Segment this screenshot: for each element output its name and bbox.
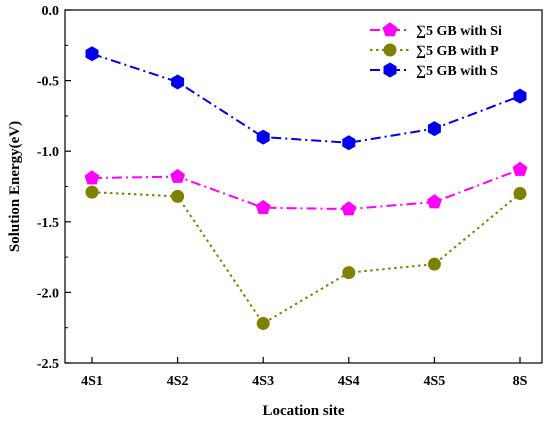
data-point <box>255 199 271 214</box>
data-point <box>171 74 185 90</box>
data-point <box>342 135 356 151</box>
x-tick-label: 4S5 <box>424 374 446 389</box>
x-tick-label: 4S4 <box>338 374 360 389</box>
y-axis-title: Solution Energy(eV) <box>7 121 23 252</box>
series-line <box>91 52 521 144</box>
legend-label: ∑5 GB with P <box>416 44 499 59</box>
data-point <box>342 266 356 280</box>
data-point <box>426 194 442 209</box>
data-point <box>341 201 357 216</box>
series-line <box>91 168 521 211</box>
x-tick-label: 4S3 <box>252 374 274 389</box>
y-tick-label: -1.0 <box>37 145 59 160</box>
x-axis: 4S1 4S2 4S3 4S4 4S5 8S <box>81 357 528 389</box>
data-point <box>513 187 527 201</box>
y-axis: 0.0 -0.5 -1.0 -1.5 -2.0 -2.5 <box>37 4 71 372</box>
y-tick-label: -0.5 <box>37 75 59 90</box>
data-point <box>256 129 270 145</box>
data-point <box>85 185 99 199</box>
data-point <box>427 121 441 137</box>
series <box>84 161 528 216</box>
y-tick-label: -2.0 <box>37 286 59 301</box>
legend-label: ∑5 GB with Si <box>416 24 502 39</box>
series-layer <box>84 46 528 330</box>
y-tick-label: 0.0 <box>42 4 60 19</box>
data-point <box>512 161 528 176</box>
plot-frame <box>64 9 543 364</box>
legend-entry: ∑5 GB with P <box>370 43 499 59</box>
y-tick-label: -2.5 <box>37 357 59 372</box>
data-point <box>84 170 100 185</box>
y-tick-label: -1.5 <box>37 216 59 231</box>
x-tick-label: 4S1 <box>81 374 103 389</box>
data-point <box>170 168 186 183</box>
legend-label: ∑5 GB with S <box>416 64 498 79</box>
data-point <box>171 189 185 203</box>
legend-marker <box>383 62 397 78</box>
data-point <box>85 46 99 62</box>
legend-marker <box>382 22 398 37</box>
series <box>85 46 527 151</box>
data-point <box>427 257 441 271</box>
series-line <box>91 191 521 325</box>
legend-entry: ∑5 GB with Si <box>370 22 502 39</box>
series <box>85 185 527 330</box>
legend-marker <box>383 43 397 57</box>
data-point <box>513 88 527 104</box>
legend-entry: ∑5 GB with S <box>370 62 498 79</box>
x-tick-label: 8S <box>513 374 528 389</box>
data-point <box>256 316 270 330</box>
x-tick-label: 4S2 <box>167 374 189 389</box>
legend: ∑5 GB with Si ∑5 GB with P ∑5 GB with S <box>370 22 502 79</box>
x-axis-title: Location site <box>262 403 344 419</box>
